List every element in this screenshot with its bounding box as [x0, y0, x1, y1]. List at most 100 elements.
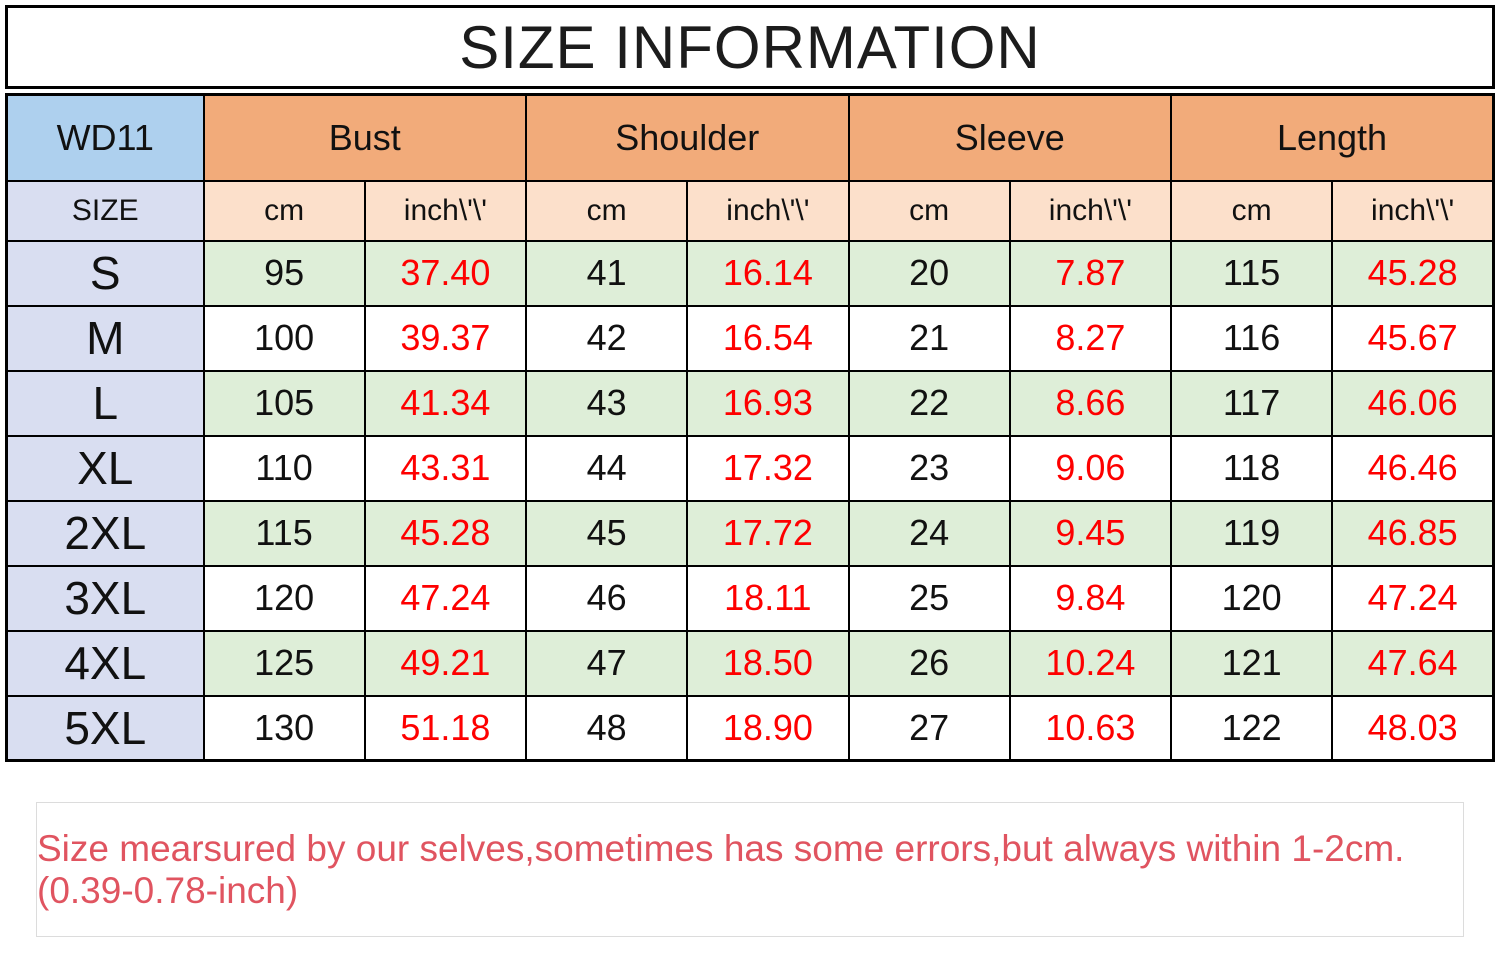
- table-row: 4XL 125 49.21 47 18.50 26 10.24 121 47.6…: [5, 629, 1495, 697]
- bust-inch-value: 49.21: [363, 629, 528, 697]
- length-cm-value: 116: [1169, 304, 1334, 372]
- size-label: 4XL: [5, 629, 205, 697]
- sleeve-inch-value: 9.45: [1008, 499, 1173, 567]
- shoulder-cm-value: 43: [524, 369, 689, 437]
- sleeve-inch-value: 10.24: [1008, 629, 1173, 697]
- bust-inch-value: 51.18: [363, 694, 528, 762]
- bust-inch-value: 41.34: [363, 369, 528, 437]
- sleeve-cm-value: 20: [847, 239, 1011, 307]
- length-inch-value: 46.46: [1331, 434, 1495, 502]
- sleeve-cm-value: 27: [847, 694, 1011, 762]
- shoulder-cm-value: 41: [524, 239, 689, 307]
- size-label: S: [5, 239, 205, 307]
- bust-cm-value: 130: [202, 694, 366, 762]
- bust-cm-value: 125: [202, 629, 366, 697]
- size-column-header: SIZE: [5, 179, 205, 242]
- bust-inch-value: 39.37: [363, 304, 528, 372]
- bust-cm-value: 95: [202, 239, 366, 307]
- model-header: WD11: [5, 93, 205, 182]
- length-inch-value: 45.67: [1331, 304, 1495, 372]
- measurement-note: Size mearsured by our selves,sometimes h…: [37, 827, 1426, 911]
- shoulder-inch-value: 16.54: [686, 304, 850, 372]
- shoulder-cm-value: 46: [524, 564, 689, 632]
- bust-cm-value: 100: [202, 304, 366, 372]
- bust-cm-value: 115: [202, 499, 366, 567]
- note-box: Size mearsured by our selves,sometimes h…: [36, 802, 1464, 937]
- shoulder-inch-value: 16.93: [686, 369, 850, 437]
- bust-inch-value: 37.40: [363, 239, 528, 307]
- size-label: XL: [5, 434, 205, 502]
- size-label: 5XL: [5, 694, 205, 762]
- unit-header-row: SIZE cm inch\'\' cm inch\'\' cm inch\'\'…: [5, 179, 1495, 242]
- length-cm-value: 119: [1169, 499, 1334, 567]
- bust-cm-value: 110: [202, 434, 366, 502]
- table-row: M 100 39.37 42 16.54 21 8.27 116 45.67: [5, 304, 1495, 372]
- length-cm-value: 115: [1169, 239, 1334, 307]
- length-inch-value: 46.85: [1331, 499, 1495, 567]
- sleeve-inch-value: 9.06: [1008, 434, 1173, 502]
- size-table-body: S 95 37.40 41 16.14 20 7.87 115 45.28 M …: [5, 239, 1495, 762]
- length-cm-value: 122: [1169, 694, 1334, 762]
- sleeve-inch-value: 8.66: [1008, 369, 1173, 437]
- sleeve-inch-value: 7.87: [1008, 239, 1173, 307]
- shoulder-inch-value: 17.72: [686, 499, 850, 567]
- shoulder-cm-value: 44: [524, 434, 689, 502]
- table-row: XL 110 43.31 44 17.32 23 9.06 118 46.46: [5, 434, 1495, 502]
- bust-inch-header: inch\'\': [363, 179, 528, 242]
- sleeve-inch-value: 8.27: [1008, 304, 1173, 372]
- shoulder-cm-value: 47: [524, 629, 689, 697]
- sleeve-cm-value: 22: [847, 369, 1011, 437]
- bust-cm-value: 105: [202, 369, 366, 437]
- bust-inch-value: 45.28: [363, 499, 528, 567]
- bust-inch-value: 43.31: [363, 434, 528, 502]
- sleeve-cm-value: 23: [847, 434, 1011, 502]
- table-row: 3XL 120 47.24 46 18.11 25 9.84 120 47.24: [5, 564, 1495, 632]
- sleeve-cm-header: cm: [847, 179, 1011, 242]
- table-row: 2XL 115 45.28 45 17.72 24 9.45 119 46.85: [5, 499, 1495, 567]
- group-header-row: WD11 Bust Shoulder Sleeve Length: [5, 93, 1495, 182]
- length-cm-value: 117: [1169, 369, 1334, 437]
- group-header-sleeve: Sleeve: [847, 93, 1172, 182]
- length-inch-value: 46.06: [1331, 369, 1495, 437]
- length-cm-header: cm: [1169, 179, 1334, 242]
- shoulder-inch-value: 18.90: [686, 694, 850, 762]
- sleeve-inch-value: 9.84: [1008, 564, 1173, 632]
- length-inch-value: 45.28: [1331, 239, 1495, 307]
- size-table: WD11 Bust Shoulder Sleeve Length SIZE cm…: [5, 93, 1495, 762]
- bust-cm-value: 120: [202, 564, 366, 632]
- shoulder-cm-value: 45: [524, 499, 689, 567]
- table-row: 5XL 130 51.18 48 18.90 27 10.63 122 48.0…: [5, 694, 1495, 762]
- sleeve-inch-header: inch\'\': [1008, 179, 1173, 242]
- size-label: M: [5, 304, 205, 372]
- length-inch-value: 48.03: [1331, 694, 1495, 762]
- shoulder-inch-value: 16.14: [686, 239, 850, 307]
- table-row: L 105 41.34 43 16.93 22 8.66 117 46.06: [5, 369, 1495, 437]
- size-label: L: [5, 369, 205, 437]
- sleeve-cm-value: 21: [847, 304, 1011, 372]
- shoulder-inch-header: inch\'\': [686, 179, 850, 242]
- size-label: 3XL: [5, 564, 205, 632]
- shoulder-inch-value: 18.50: [686, 629, 850, 697]
- group-header-bust: Bust: [202, 93, 527, 182]
- group-header-shoulder: Shoulder: [525, 93, 850, 182]
- page-title: SIZE INFORMATION: [459, 13, 1041, 81]
- bust-inch-value: 47.24: [363, 564, 528, 632]
- length-inch-header: inch\'\': [1331, 179, 1495, 242]
- shoulder-inch-value: 18.11: [686, 564, 850, 632]
- length-cm-value: 118: [1169, 434, 1334, 502]
- group-header-length: Length: [1170, 93, 1495, 182]
- length-inch-value: 47.64: [1331, 629, 1495, 697]
- sleeve-cm-value: 25: [847, 564, 1011, 632]
- length-inch-value: 47.24: [1331, 564, 1495, 632]
- sleeve-inch-value: 10.63: [1008, 694, 1173, 762]
- title-box: SIZE INFORMATION: [5, 5, 1495, 89]
- table-row: S 95 37.40 41 16.14 20 7.87 115 45.28: [5, 239, 1495, 307]
- shoulder-inch-value: 17.32: [686, 434, 850, 502]
- shoulder-cm-header: cm: [524, 179, 689, 242]
- sleeve-cm-value: 24: [847, 499, 1011, 567]
- length-cm-value: 121: [1169, 629, 1334, 697]
- bust-cm-header: cm: [202, 179, 366, 242]
- sleeve-cm-value: 26: [847, 629, 1011, 697]
- shoulder-cm-value: 42: [524, 304, 689, 372]
- size-label: 2XL: [5, 499, 205, 567]
